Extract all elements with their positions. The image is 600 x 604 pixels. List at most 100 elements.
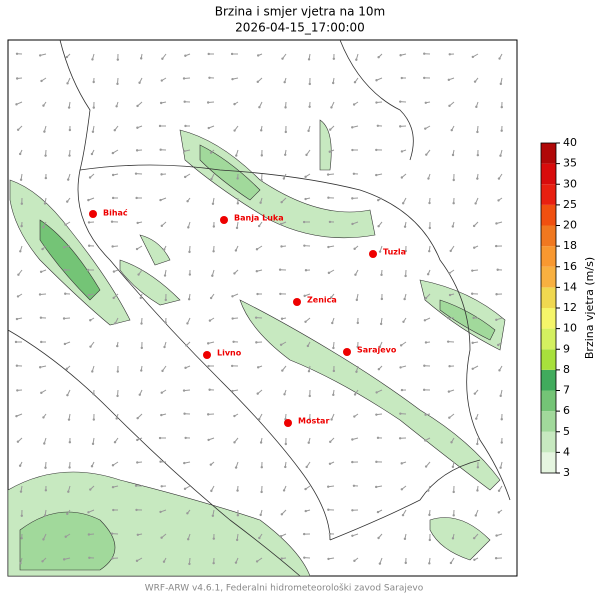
wind-arrow-head: [235, 154, 237, 156]
wind-arrow-head: [377, 125, 379, 127]
wind-arrow-head: [424, 414, 426, 416]
wind-arrow-head: [353, 415, 355, 417]
wind-arrow-head: [303, 533, 305, 535]
wind-arrow-head: [160, 537, 162, 539]
wind-arrow-head: [160, 173, 162, 175]
wind-arrow-head: [471, 293, 473, 295]
wind-arrow-head: [261, 466, 263, 468]
wind-arrow-head: [164, 274, 166, 276]
wind-arrow-head: [111, 532, 113, 534]
city-label: Livno: [217, 349, 242, 358]
wind-arrow-head: [351, 509, 353, 511]
wind-arrow-head: [165, 299, 167, 301]
wind-arrow-head: [280, 245, 282, 247]
wind-arrow-head: [259, 202, 261, 204]
wind-arrow-head: [188, 298, 190, 300]
colorbar-tick-label: 35: [563, 157, 577, 170]
title: Brzina i smjer vjetra na 10m: [215, 5, 385, 19]
wind-arrow-head: [280, 223, 282, 225]
wind-arrow-head: [113, 270, 115, 272]
wind-arrow-head: [404, 226, 406, 228]
wind-arrow-head: [501, 418, 503, 420]
colorbar-tick-label: 4: [563, 445, 570, 458]
wind-arrow-head: [231, 390, 233, 392]
wind-arrow-head: [428, 202, 430, 204]
wind-arrow-head: [93, 81, 95, 83]
wind-arrow-head: [40, 392, 42, 394]
wind-arrow-head: [160, 102, 162, 104]
city-label: Mostar: [298, 417, 329, 426]
wind-arrow-head: [67, 491, 69, 493]
wind-arrow-head: [255, 316, 257, 318]
wind-arrow-head: [353, 560, 355, 562]
wind-arrow-head: [256, 248, 258, 250]
wind-arrow-head: [351, 438, 353, 440]
colorbar-segment: [541, 267, 556, 288]
wind-arrow-head: [353, 173, 355, 175]
wind-arrow-head: [476, 489, 478, 491]
colorbar-segment: [541, 391, 556, 412]
wind-arrow-head: [425, 297, 427, 299]
wind-arrow-head: [450, 441, 452, 443]
wind-arrow-head: [207, 342, 209, 344]
wind-arrow-head: [283, 177, 285, 179]
wind-arrow-head: [69, 441, 71, 443]
wind-arrow-head: [452, 466, 454, 468]
wind-arrow-head: [114, 441, 116, 443]
wind-arrow-head: [17, 274, 19, 276]
colorbar-tick-label: 18: [563, 239, 577, 252]
wind-arrow-head: [233, 272, 235, 274]
wind-arrow-head: [283, 81, 285, 83]
wind-arrow-head: [375, 486, 377, 488]
colorbar-tick-label: 40: [563, 136, 577, 149]
wind-arrow-head: [303, 556, 305, 558]
wind-arrow-head: [183, 413, 185, 415]
wind-arrow-head: [39, 366, 41, 368]
wind-arrow-head: [280, 344, 282, 346]
wind-arrow-head: [42, 104, 44, 106]
wind-arrow-head: [328, 272, 330, 274]
wind-arrow-head: [355, 59, 357, 61]
wind-arrow-head: [91, 153, 93, 155]
wind-arrow-head: [285, 443, 287, 445]
wind-arrow-head: [87, 294, 89, 296]
wind-arrow-head: [330, 418, 332, 420]
wind-arrow-head: [353, 485, 355, 487]
wind-arrow-head: [66, 513, 68, 515]
wind-arrow-head: [379, 562, 381, 564]
colorbar-segment: [541, 287, 556, 308]
wind-arrow-head: [210, 178, 212, 180]
wind-arrow-head: [377, 56, 379, 58]
wind-arrow-head: [495, 319, 497, 321]
wind-arrow-head: [375, 149, 377, 151]
wind-arrow-head: [258, 537, 260, 539]
wind-arrow-head: [136, 222, 138, 224]
wind-arrow-head: [211, 275, 213, 277]
wind-arrow-head: [304, 198, 306, 200]
wind-arrow-head: [17, 129, 19, 131]
wind-arrow-head: [163, 346, 165, 348]
wind-arrow-head: [429, 227, 431, 229]
wind-arrow-head: [401, 389, 403, 391]
colorbar-segment: [541, 411, 556, 432]
wind-arrow-head: [424, 439, 426, 441]
wind-arrow-head: [427, 273, 429, 275]
wind-arrow-head: [68, 418, 70, 420]
wind-arrow-head: [377, 511, 379, 513]
wind-arrow-head: [91, 370, 93, 372]
wind-arrow-head: [184, 176, 186, 178]
wind-arrow-head: [472, 56, 474, 58]
wind-arrow-head: [112, 486, 114, 488]
wind-arrow-head: [303, 221, 305, 223]
city-label: Bihać: [103, 208, 128, 218]
colorbar-tick-label: 14: [563, 280, 577, 293]
wind-arrow-head: [21, 515, 23, 517]
city-dot: [343, 348, 351, 356]
wind-arrow-head: [477, 154, 479, 156]
wind-arrow-head: [236, 177, 238, 179]
wind-arrow-head: [333, 370, 335, 372]
wind-arrow-head: [231, 317, 233, 319]
wind-arrow-head: [304, 488, 306, 490]
wind-arrow-head: [495, 222, 497, 224]
wind-arrow-head: [43, 130, 45, 132]
